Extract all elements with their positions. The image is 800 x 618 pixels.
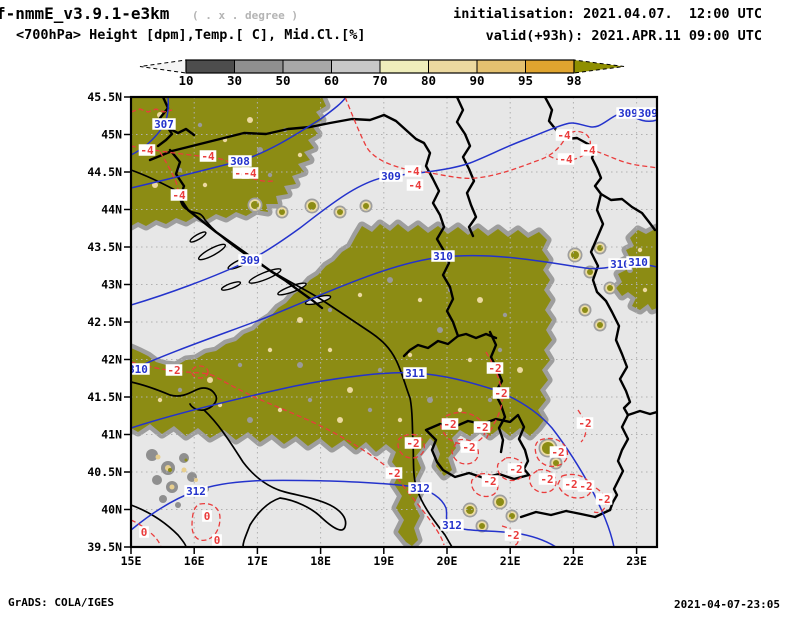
svg-text:43.5N: 43.5N xyxy=(87,240,122,254)
svg-text:10: 10 xyxy=(178,73,193,88)
svg-text:20E: 20E xyxy=(437,554,458,568)
svg-text:308: 308 xyxy=(230,155,250,168)
svg-text:-4: -4 xyxy=(408,179,422,192)
valid-time: valid(+93h): 2021.APR.11 09:00 UTC xyxy=(485,28,762,44)
partial-cloud-cluster xyxy=(146,449,209,508)
svg-text:307: 307 xyxy=(154,118,174,131)
svg-text:310: 310 xyxy=(128,363,148,376)
svg-text:-2: -2 xyxy=(551,446,564,459)
svg-text:42.5N: 42.5N xyxy=(87,315,122,329)
initialisation-time: initialisation: 2021.04.07. 12:00 UTC xyxy=(453,6,762,22)
svg-text:-2: -2 xyxy=(506,529,519,542)
svg-text:310: 310 xyxy=(610,258,630,271)
axis-ticks-and-labels: 45.5N 45N 44.5N 44N 43.5N 43N 42.5N 42N 41.5N 41N… xyxy=(87,90,647,568)
svg-text:98: 98 xyxy=(566,73,581,88)
svg-text:42N: 42N xyxy=(101,353,122,367)
model-title: f-nmmE_v3.9.1-e3km xyxy=(0,4,170,23)
svg-text:45.5N: 45.5N xyxy=(87,90,122,104)
svg-text:-2: -2 xyxy=(578,417,591,430)
svg-text:40.5N: 40.5N xyxy=(87,465,122,479)
svg-text:41.5N: 41.5N xyxy=(87,390,122,404)
creation-timestamp: 2021-04-07-23:05 xyxy=(674,598,780,611)
svg-text:19E: 19E xyxy=(373,554,394,568)
svg-text:-4: -4 xyxy=(559,153,573,166)
svg-text:-2: -2 xyxy=(406,437,419,450)
svg-text:-2: -2 xyxy=(540,473,553,486)
svg-text:50: 50 xyxy=(275,73,290,88)
grads-credit: GrADS: COLA/IGES xyxy=(8,596,114,609)
svg-text:309: 309 xyxy=(618,107,638,120)
svg-text:-4: -4 xyxy=(557,129,571,142)
svg-text:0: 0 xyxy=(141,526,148,539)
svg-text:-2: -2 xyxy=(597,493,610,506)
svg-text:-4: -4 xyxy=(243,167,257,180)
svg-text:41N: 41N xyxy=(101,428,122,442)
svg-text:30: 30 xyxy=(227,73,242,88)
svg-text:0: 0 xyxy=(204,510,211,523)
field-title: <700hPa> Height [dpm],Temp.[ C], Mid.Cl.… xyxy=(16,27,366,43)
svg-text:310: 310 xyxy=(433,250,453,263)
svg-text:309: 309 xyxy=(240,254,260,267)
svg-text:310: 310 xyxy=(628,256,648,269)
svg-text:17E: 17E xyxy=(247,554,268,568)
svg-text:44N: 44N xyxy=(101,203,122,217)
svg-text:-4: -4 xyxy=(172,189,186,202)
svg-text:-2: -2 xyxy=(462,441,475,454)
svg-text:309: 309 xyxy=(638,107,658,120)
svg-text:-2: -2 xyxy=(564,478,577,491)
svg-text:21E: 21E xyxy=(500,554,521,568)
svg-text:-2: -2 xyxy=(579,480,592,493)
svg-text:-2: -2 xyxy=(483,475,496,488)
svg-text:16E: 16E xyxy=(184,554,205,568)
svg-text:-2: -2 xyxy=(387,467,400,480)
svg-text:15E: 15E xyxy=(121,554,142,568)
svg-text:22E: 22E xyxy=(563,554,584,568)
svg-text:-2: -2 xyxy=(443,418,456,431)
svg-text:70: 70 xyxy=(372,73,387,88)
svg-text:23E: 23E xyxy=(626,554,647,568)
svg-text:309: 309 xyxy=(381,170,401,183)
svg-text:44.5N: 44.5N xyxy=(87,165,122,179)
svg-text:39.5N: 39.5N xyxy=(87,540,122,554)
svg-text:-2: -2 xyxy=(494,387,507,400)
svg-text:0: 0 xyxy=(214,534,221,547)
svg-text:-4: -4 xyxy=(140,144,154,157)
svg-text:-2: -2 xyxy=(509,463,522,476)
svg-text:95: 95 xyxy=(518,73,533,88)
svg-text:-2: -2 xyxy=(167,364,180,377)
svg-text:-4: -4 xyxy=(582,144,596,157)
cloud-speckle-holes xyxy=(152,112,648,423)
svg-text:311: 311 xyxy=(405,367,425,380)
svg-text:60: 60 xyxy=(324,73,339,88)
svg-text:80: 80 xyxy=(421,73,436,88)
svg-text:45N: 45N xyxy=(101,128,122,142)
svg-text:-2: -2 xyxy=(488,362,501,375)
svg-text:18E: 18E xyxy=(310,554,331,568)
small-cloud-patches xyxy=(247,197,617,533)
svg-text:312: 312 xyxy=(410,482,430,495)
svg-text:-4: -4 xyxy=(406,165,420,178)
svg-text:90: 90 xyxy=(469,73,484,88)
temperature-contours xyxy=(131,97,657,547)
cloud-cover-colorbar: 10 30 50 60 70 80 90 95 98 xyxy=(139,59,625,88)
svg-text:-4: -4 xyxy=(201,150,215,163)
svg-text:40N: 40N xyxy=(101,503,122,517)
model-resolution-note: ( . x . degree ) xyxy=(192,9,298,22)
svg-text:43N: 43N xyxy=(101,278,122,292)
svg-text:312: 312 xyxy=(186,485,206,498)
svg-text:-2: -2 xyxy=(475,421,488,434)
svg-text:312: 312 xyxy=(442,519,462,532)
